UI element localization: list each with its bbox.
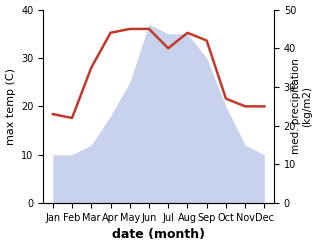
X-axis label: date (month): date (month) [112, 228, 205, 242]
Y-axis label: max temp (C): max temp (C) [5, 68, 16, 145]
Y-axis label: med. precipitation
(kg/m2): med. precipitation (kg/m2) [291, 59, 313, 154]
